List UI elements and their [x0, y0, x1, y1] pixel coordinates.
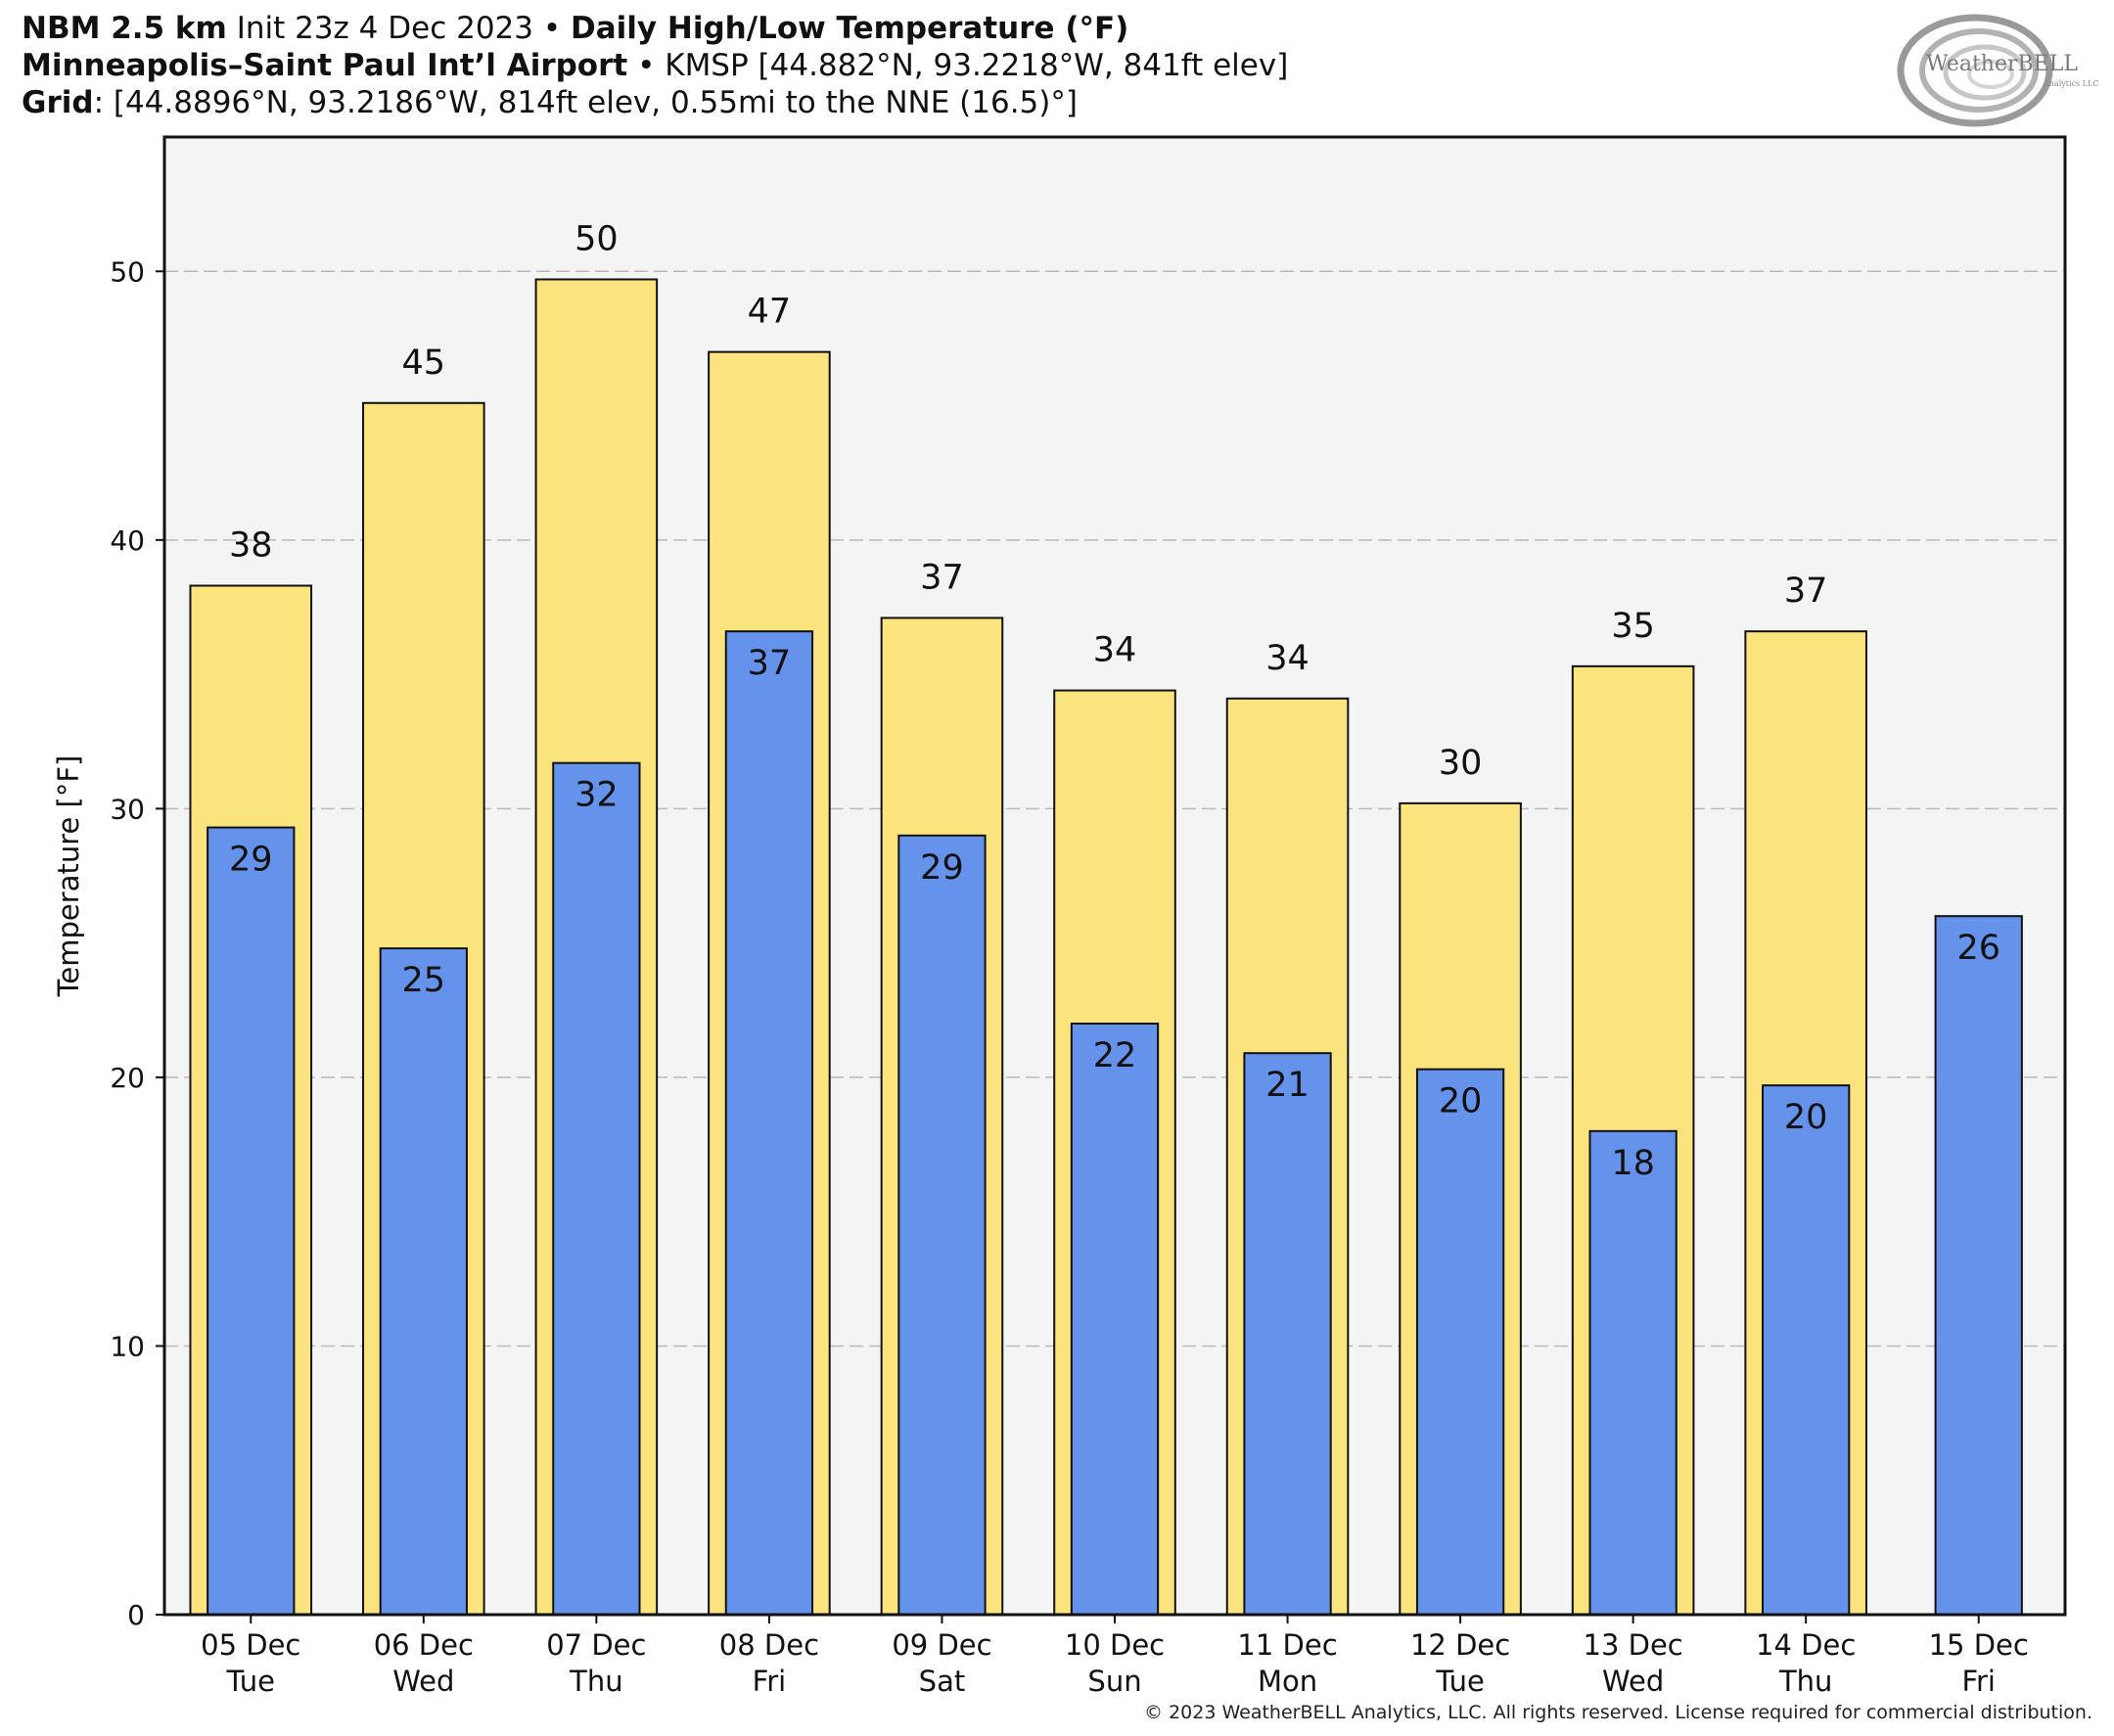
separator: •: [542, 11, 562, 46]
x-tick-label-date: 10 Dec: [1065, 1628, 1165, 1662]
low-temp-label: 20: [1784, 1098, 1828, 1137]
high-temp-label: 50: [574, 220, 619, 259]
swirl-logo-icon: [1897, 14, 2053, 127]
low-temp-bar: [1762, 1084, 1851, 1617]
high-temp-label: 34: [1265, 639, 1310, 678]
low-temp-bar: [1588, 1129, 1677, 1617]
x-tick-label-date: 15 Dec: [1929, 1628, 2029, 1662]
high-temp-label: 34: [1093, 631, 1137, 670]
low-temp-label: 21: [1265, 1066, 1310, 1105]
x-tick-label-date: 12 Dec: [1410, 1628, 1510, 1662]
high-temp-label: 38: [229, 525, 273, 565]
x-tick-label-day: Wed: [392, 1665, 454, 1698]
init-time: Init 23z 4 Dec 2023: [236, 11, 533, 46]
x-tick-label-day: Thu: [569, 1665, 622, 1698]
low-temp-label: 29: [920, 848, 964, 888]
x-tick-label-date: 07 Dec: [546, 1628, 646, 1662]
x-tick-label-day: Fri: [1961, 1665, 1996, 1698]
x-tick-label-date: 09 Dec: [892, 1628, 991, 1662]
logo-text: WeatherBELL: [1926, 52, 2078, 76]
y-tick-label: 50: [110, 255, 145, 288]
low-temp-label: 29: [229, 841, 273, 880]
x-tick-label-date: 08 Dec: [719, 1628, 819, 1662]
low-temp-label: 22: [1093, 1036, 1137, 1075]
copyright-notice: © 2023 WeatherBELL Analytics, LLC. All r…: [1144, 1702, 2092, 1723]
low-temp-bar: [1934, 915, 2023, 1616]
x-tick-label-date: 13 Dec: [1584, 1628, 1683, 1662]
header-line-2: Minneapolis–Saint Paul Int’l Airport • K…: [22, 47, 1288, 84]
low-temp-label: 25: [402, 961, 446, 1000]
low-temp-bar: [897, 834, 987, 1616]
high-temp-label: 30: [1439, 744, 1483, 783]
y-tick-label: 10: [110, 1330, 145, 1362]
low-temp-label: 32: [574, 776, 619, 815]
chart-header: NBM 2.5 km Init 23z 4 Dec 2023 • Daily H…: [22, 10, 1288, 121]
low-temp-bar: [379, 947, 468, 1616]
x-tick-label-day: Sun: [1087, 1665, 1141, 1698]
x-tick-label-day: Fri: [753, 1665, 787, 1698]
grid-label: Grid: [22, 85, 94, 120]
plot-frame: [162, 135, 2067, 1617]
model-name: NBM 2.5 km: [22, 11, 227, 46]
high-temp-label: 37: [920, 558, 964, 597]
x-tick-label-day: Sat: [919, 1665, 966, 1698]
x-tick-label-date: 06 Dec: [374, 1628, 474, 1662]
y-tick-label: 20: [110, 1062, 145, 1094]
x-tick-label-day: Mon: [1258, 1665, 1317, 1698]
station-name: Minneapolis–Saint Paul Int’l Airport: [22, 48, 628, 83]
low-temp-bar: [1243, 1052, 1332, 1616]
x-tick-label-date: 14 Dec: [1756, 1628, 1856, 1662]
low-temp-bar: [1415, 1068, 1505, 1616]
separator: •: [637, 48, 656, 83]
x-tick-label-day: Tue: [225, 1665, 275, 1698]
x-tick-label-day: Thu: [1778, 1665, 1832, 1698]
y-tick-label: 40: [110, 525, 145, 557]
station-info: KMSP [44.882°N, 93.2218°W, 841ft elev]: [665, 48, 1289, 83]
y-axis-label: Temperature [°F]: [52, 755, 85, 998]
low-temp-label: 37: [748, 644, 792, 683]
high-temp-label: 37: [1784, 571, 1828, 611]
low-temp-bar: [724, 630, 814, 1616]
low-temp-label: 20: [1439, 1082, 1483, 1121]
header-line-1: NBM 2.5 km Init 23z 4 Dec 2023 • Daily H…: [22, 10, 1288, 47]
logo-subtext: Analytics LLC: [2043, 79, 2098, 88]
high-temp-label: 45: [402, 343, 446, 383]
low-temp-label: 26: [1956, 929, 2000, 968]
y-tick-label: 30: [110, 793, 145, 825]
grid-info: : [44.8896°N, 93.2186°W, 814ft elev, 0.5…: [93, 85, 1078, 120]
low-temp-bar: [1070, 1023, 1160, 1616]
high-temp-label: 35: [1611, 607, 1655, 646]
header-line-3: Grid: [44.8896°N, 93.2186°W, 814ft elev,…: [22, 84, 1288, 121]
y-tick-label: 0: [127, 1599, 145, 1631]
high-temp-label: 47: [748, 293, 792, 332]
x-tick-label-date: 05 Dec: [201, 1628, 300, 1662]
product-name: Daily High/Low Temperature (°F): [571, 11, 1129, 46]
low-temp-label: 18: [1611, 1144, 1655, 1183]
weatherbell-logo: WeatherBELL Analytics LLC: [1897, 14, 2098, 127]
x-tick-label-day: Tue: [1435, 1665, 1485, 1698]
x-tick-label-day: Wed: [1602, 1665, 1664, 1698]
low-temp-bar: [552, 761, 641, 1616]
x-tick-label-date: 11 Dec: [1237, 1628, 1337, 1662]
low-temp-bar: [207, 826, 296, 1616]
